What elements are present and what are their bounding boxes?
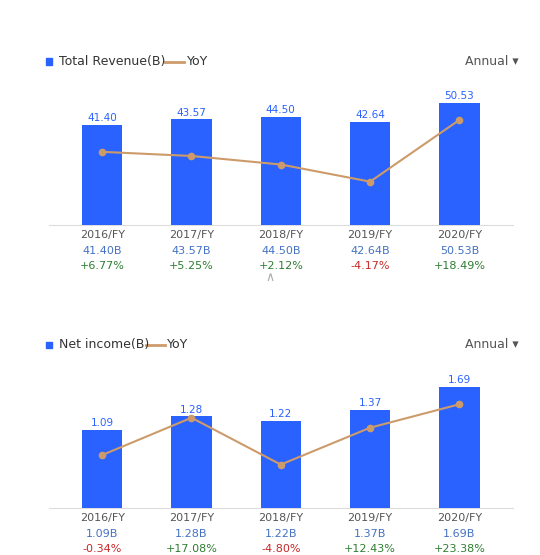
Bar xyxy=(261,117,301,225)
Text: 42.64: 42.64 xyxy=(355,110,385,120)
Bar xyxy=(171,119,212,225)
Text: 50.53B: 50.53B xyxy=(440,246,479,256)
Text: +18.49%: +18.49% xyxy=(434,261,485,271)
Text: Total Revenue(B): Total Revenue(B) xyxy=(59,55,165,68)
Text: 44.50: 44.50 xyxy=(266,105,296,115)
Text: +12.43%: +12.43% xyxy=(344,544,396,554)
Text: Net income(B): Net income(B) xyxy=(59,338,149,351)
Text: 41.40B: 41.40B xyxy=(83,246,122,256)
Bar xyxy=(82,125,122,225)
Text: 1.69: 1.69 xyxy=(448,375,471,385)
Text: +6.77%: +6.77% xyxy=(80,261,125,271)
Text: 50.53: 50.53 xyxy=(444,91,474,101)
Bar xyxy=(440,387,480,508)
Text: -4.17%: -4.17% xyxy=(350,261,390,271)
Text: +23.38%: +23.38% xyxy=(434,544,485,554)
Bar xyxy=(171,416,212,508)
Text: 1.28: 1.28 xyxy=(180,405,203,415)
Text: 42.64B: 42.64B xyxy=(350,246,390,256)
Text: 1.22: 1.22 xyxy=(269,409,293,419)
Text: 43.57B: 43.57B xyxy=(172,246,211,256)
Text: 44.50B: 44.50B xyxy=(261,246,301,256)
Text: 41.40: 41.40 xyxy=(87,113,117,123)
Text: 1.37: 1.37 xyxy=(359,398,382,408)
Text: ∧: ∧ xyxy=(266,554,274,555)
Text: YoY: YoY xyxy=(167,338,188,351)
Text: Annual ▾: Annual ▾ xyxy=(465,338,518,351)
Text: 1.28B: 1.28B xyxy=(176,529,208,539)
Text: 1.22B: 1.22B xyxy=(265,529,297,539)
Text: 1.69B: 1.69B xyxy=(443,529,476,539)
Text: ∧: ∧ xyxy=(266,271,274,284)
Text: 43.57: 43.57 xyxy=(177,108,206,118)
Text: 1.37B: 1.37B xyxy=(354,529,386,539)
Text: 1.09: 1.09 xyxy=(91,418,114,428)
Text: +5.25%: +5.25% xyxy=(169,261,214,271)
Text: 1.09B: 1.09B xyxy=(86,529,118,539)
Bar xyxy=(440,103,480,225)
Bar xyxy=(261,421,301,508)
Text: YoY: YoY xyxy=(187,55,208,68)
Bar xyxy=(350,410,390,508)
Bar xyxy=(82,430,122,508)
Text: +2.12%: +2.12% xyxy=(258,261,303,271)
Text: +17.08%: +17.08% xyxy=(166,544,218,554)
Text: -0.34%: -0.34% xyxy=(83,544,122,554)
Text: -4.80%: -4.80% xyxy=(261,544,301,554)
Bar xyxy=(350,122,390,225)
Text: Annual ▾: Annual ▾ xyxy=(465,55,518,68)
